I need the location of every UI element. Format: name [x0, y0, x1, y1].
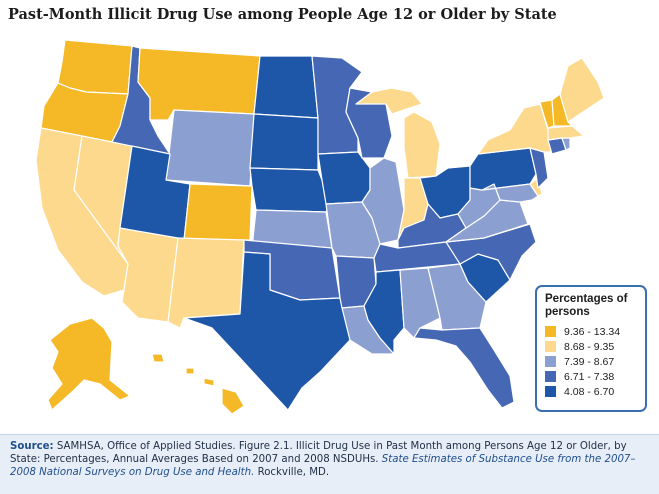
state-IA [317, 151, 371, 205]
legend-range: 8.68 - 9.35 [564, 340, 615, 353]
state-VT [539, 99, 555, 129]
state-HI-3 [185, 367, 195, 375]
legend-swatch [545, 356, 556, 367]
state-NY [477, 103, 553, 155]
legend-range: 9.36 - 13.34 [564, 325, 621, 338]
state-AZ [117, 227, 179, 323]
legend-range: 6.71 - 7.38 [564, 370, 615, 383]
state-SD [249, 113, 319, 171]
legend-item: 8.68 - 9.35 [545, 339, 637, 354]
state-WA [57, 39, 133, 95]
source-publication: State Estimates of Substance Use from th… [10, 454, 636, 479]
legend-item: 6.71 - 7.38 [545, 369, 637, 384]
state-MI-up [355, 87, 423, 115]
us-states-map [35, 39, 605, 415]
map-legend: Percentages of persons 9.36 - 13.34 8.68… [535, 285, 647, 412]
legend-swatch [545, 326, 556, 337]
source-location: Rockville, MD. [257, 467, 330, 479]
legend-title: Percentages of persons [545, 293, 628, 318]
legend-swatch [545, 386, 556, 397]
page-title: Past-Month Illicit Drug Use among People… [8, 6, 557, 23]
state-HI-2 [203, 377, 215, 387]
state-ND [253, 55, 319, 119]
source-label: Source: [10, 441, 54, 452]
state-ME [559, 57, 605, 123]
state-HI-4 [151, 353, 165, 363]
legend-item: 9.36 - 13.34 [545, 324, 637, 339]
state-AK [47, 317, 131, 411]
state-MA [547, 125, 585, 141]
state-HI [221, 387, 245, 415]
state-FL [413, 327, 515, 409]
state-MT [137, 47, 261, 121]
state-NH [551, 93, 573, 127]
source-note: Source: SAMHSA, Office of Applied Studie… [0, 434, 659, 494]
legend-item: 4.08 - 6.70 [545, 384, 637, 399]
legend-swatch [545, 371, 556, 382]
legend-range: 4.08 - 6.70 [564, 385, 615, 398]
state-MI [403, 111, 441, 179]
state-IL [361, 157, 405, 245]
state-WY [165, 109, 255, 187]
source-text: SAMHSA, Office of Applied Studies. Figur… [10, 441, 627, 466]
legend-item: 7.39 - 8.67 [545, 354, 637, 369]
state-TX [183, 251, 351, 411]
legend-range: 7.39 - 8.67 [564, 355, 615, 368]
legend-swatch [545, 341, 556, 352]
state-NE [249, 167, 331, 213]
state-CO [183, 183, 253, 241]
